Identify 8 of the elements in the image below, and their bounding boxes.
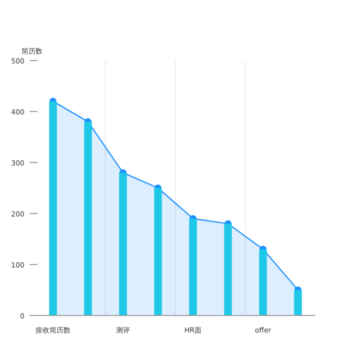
bar bbox=[154, 188, 162, 316]
bar bbox=[49, 101, 57, 316]
bar bbox=[294, 290, 302, 316]
bar bbox=[119, 172, 127, 316]
bar bbox=[189, 218, 197, 316]
bar bbox=[259, 249, 267, 316]
bar bbox=[84, 122, 92, 316]
bar bbox=[224, 224, 232, 316]
